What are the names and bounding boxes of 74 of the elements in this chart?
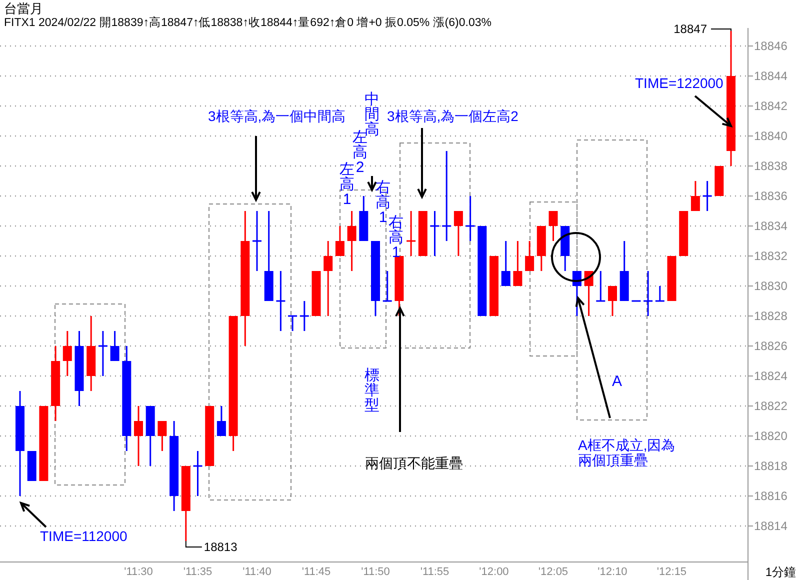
candlestick <box>655 285 664 302</box>
y-tick-label: 18838 <box>754 159 788 174</box>
y-tick-label: 18840 <box>754 129 788 144</box>
candlestick <box>347 210 356 272</box>
annotation: 18813 <box>204 540 238 554</box>
candlestick <box>548 210 558 242</box>
x-tick-label: '11:45 <box>302 566 331 578</box>
x-tick-label: '12:05 <box>538 566 568 578</box>
annotation: 標準型 <box>364 367 380 414</box>
candlestick <box>193 450 202 497</box>
candlestick <box>110 330 120 362</box>
annotation: 兩個頂不能重疊 <box>365 455 463 471</box>
annotation: 兩個頂重疊 <box>578 452 648 468</box>
candlestick <box>501 240 510 287</box>
candlestick <box>430 210 440 257</box>
annotation: A <box>612 373 622 390</box>
candlestick <box>466 195 475 242</box>
annotation: TIME=112000 <box>40 528 128 544</box>
candlestick <box>644 270 653 317</box>
chart-title: 台當月 <box>4 1 43 16</box>
candlestick <box>62 330 72 377</box>
annotation: 3根等高,為一個中間高 <box>208 108 346 124</box>
x-tick-label: '12:15 <box>656 566 687 578</box>
y-tick-label: 18814 <box>754 519 788 534</box>
y-tick-label: 18846 <box>754 39 788 54</box>
chart-subtitle: FITX1 2024/02/22 開18839↑高18847↑低18838↑收18844↑量692↑倉0 增+0 振0.05% 漲(6)0.03% <box>4 15 492 29</box>
x-tick-label: '11:35 <box>183 566 212 578</box>
x-tick-label: '12:10 <box>598 566 628 578</box>
y-tick-label: 18820 <box>754 429 788 444</box>
annotation: TIME=122000 <box>635 75 724 91</box>
x-tick-label: '11:50 <box>361 566 390 578</box>
candlestick <box>596 270 606 302</box>
annotation: 左高1 <box>340 161 354 208</box>
text: 1分鐘 <box>765 565 796 579</box>
y-tick-label: 18836 <box>754 189 788 204</box>
y-tick-label: 18816 <box>754 489 788 504</box>
y-tick-label: 18842 <box>754 99 788 114</box>
annotation: 左高2 <box>352 129 368 176</box>
y-tick-label: 18828 <box>754 309 788 324</box>
annotation: 中間高 <box>364 91 380 138</box>
candlestick <box>442 150 452 242</box>
candlestick <box>288 315 298 332</box>
candlestick <box>252 210 262 272</box>
annotation: 3根等高,為一個左高2 <box>387 108 519 124</box>
candlestick <box>300 300 309 332</box>
candlestick <box>608 285 617 317</box>
candlestick <box>324 240 333 317</box>
candlestick <box>454 210 463 257</box>
y-tick-label: 18824 <box>754 369 788 384</box>
y-tick-label: 18818 <box>754 459 788 474</box>
annotation: A框不成立,因為 <box>578 437 676 453</box>
candlestick <box>702 180 712 212</box>
y-tick-label: 18832 <box>754 249 788 264</box>
candlestick <box>98 330 108 377</box>
y-tick-label: 18834 <box>754 219 788 234</box>
candlestick <box>276 270 286 332</box>
candlestick <box>382 270 392 302</box>
x-tick-label: '12:00 <box>479 566 509 578</box>
candlestick <box>406 210 416 257</box>
y-tick-label: 18826 <box>754 339 788 354</box>
y-tick-label: 18830 <box>754 279 788 294</box>
candlestick <box>335 225 344 257</box>
candlestick <box>513 240 522 287</box>
candlestick <box>134 405 143 467</box>
candlestick <box>158 420 167 452</box>
x-tick-label: '11:55 <box>420 566 450 578</box>
annotation: 18847 <box>674 22 708 36</box>
candlestick <box>525 240 534 272</box>
y-tick-label: 18822 <box>754 399 788 414</box>
candlestick <box>216 405 226 437</box>
y-tick-label: 18844 <box>754 69 788 84</box>
x-tick-label: '11:30 <box>124 566 153 578</box>
x-tick-label: '11:40 <box>242 566 272 578</box>
candlestick <box>690 180 700 212</box>
